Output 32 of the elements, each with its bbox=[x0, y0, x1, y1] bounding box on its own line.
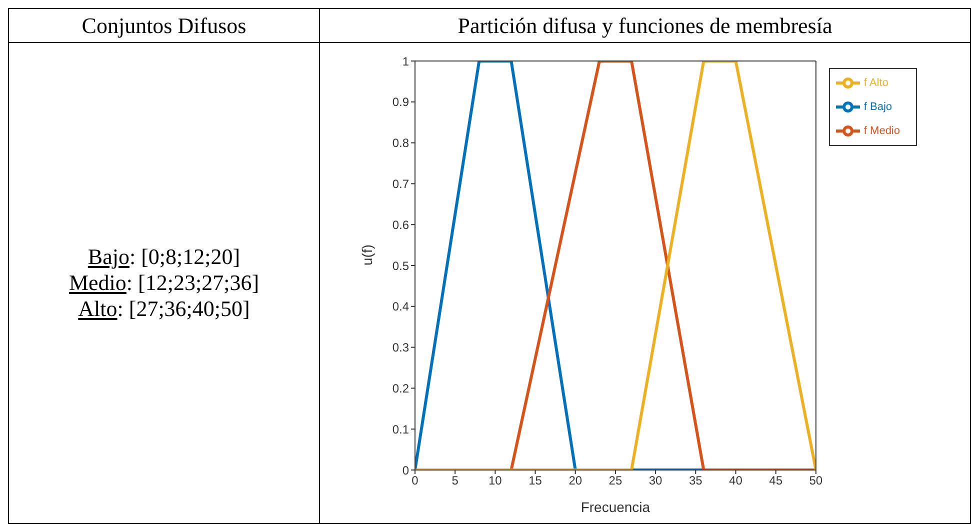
x-tick-label: 25 bbox=[608, 474, 622, 488]
legend-label: f Bajo bbox=[864, 100, 892, 113]
y-axis-title: u(f) bbox=[358, 244, 375, 266]
y-tick-label: 0.3 bbox=[392, 340, 410, 355]
x-axis-title: Frecuencia bbox=[580, 499, 650, 515]
y-tick-label: 0.6 bbox=[392, 218, 410, 232]
text: Bajo: [0;8;12;20] bbox=[88, 244, 240, 269]
y-tick-label: 0.7 bbox=[392, 176, 410, 191]
x-tick-label: 10 bbox=[488, 474, 502, 488]
x-tick-label: 5 bbox=[452, 474, 459, 488]
y-tick-label: 0.8 bbox=[392, 136, 410, 150]
y-tick-label: 0.2 bbox=[392, 381, 410, 396]
x-tick-label: 0 bbox=[412, 474, 419, 488]
legend-label: f Medio bbox=[864, 124, 900, 137]
legend-label: f Alto bbox=[864, 76, 888, 89]
chart-title: Partición difusa y funciones de membresía bbox=[320, 8, 970, 42]
text: Medio: [12;23;27;36] bbox=[68, 270, 260, 295]
x-tick-label: 30 bbox=[648, 474, 663, 488]
y-tick-label: 1 bbox=[402, 54, 410, 68]
y-tick-label: 0.1 bbox=[392, 422, 410, 436]
text: Conjuntos Difusos bbox=[8, 8, 320, 42]
x-tick-label: 15 bbox=[528, 474, 542, 488]
x-tick-label: 40 bbox=[729, 474, 743, 488]
y-tick-label: 0.5 bbox=[392, 258, 410, 273]
x-tick-label: 50 bbox=[809, 474, 823, 488]
x-tick-label: 45 bbox=[769, 474, 783, 488]
y-tick-label: 0.9 bbox=[392, 95, 410, 110]
y-tick-label: 0 bbox=[402, 463, 410, 478]
text: Alto: [27;36;40;50] bbox=[78, 296, 250, 321]
x-tick-label: 20 bbox=[568, 474, 582, 488]
x-tick-label: 35 bbox=[688, 474, 703, 488]
y-tick-label: 0.4 bbox=[392, 300, 410, 314]
